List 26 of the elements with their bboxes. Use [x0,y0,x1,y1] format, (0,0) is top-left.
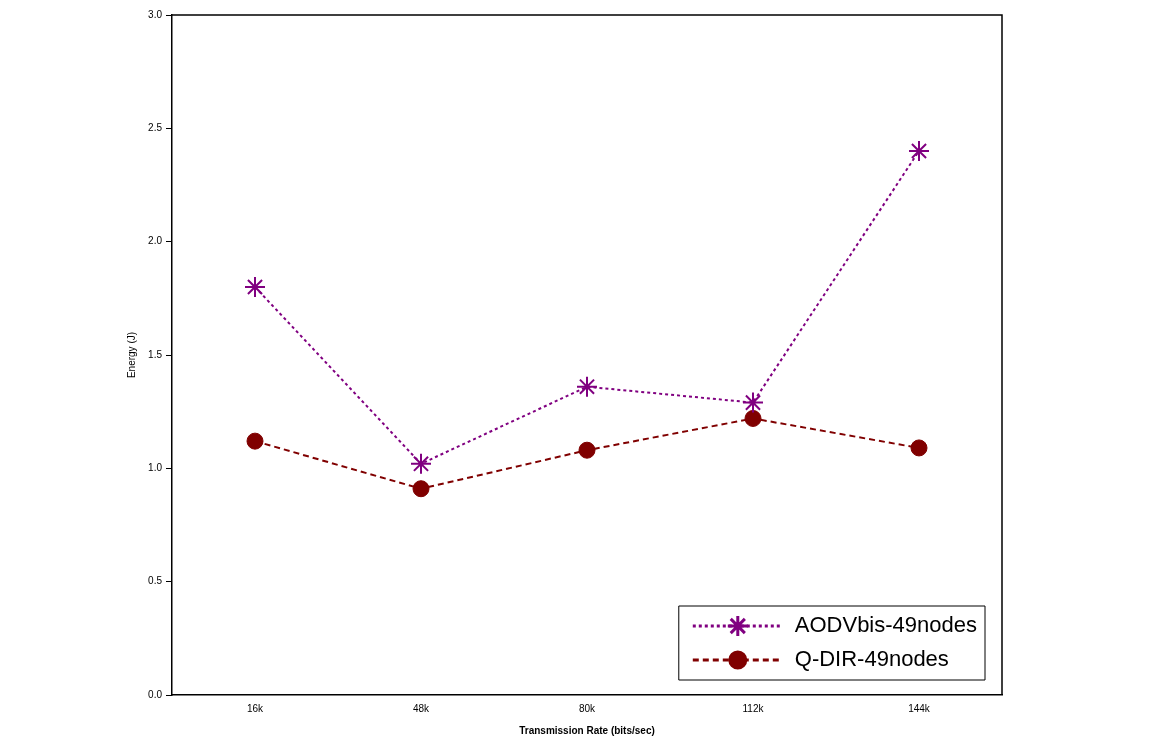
legend-label: Q-DIR-49nodes [794,646,949,672]
point [744,409,762,427]
y-tick-label: 2.0 [148,235,163,247]
point [410,452,432,475]
point [246,432,264,450]
x-tick-label: 80k [578,702,597,714]
y-axis-title: Energy (J) [125,331,137,379]
point [742,391,764,414]
y-tick-label: 2.5 [148,122,163,134]
point [412,480,430,498]
y-tick-label: 0.5 [148,575,163,587]
point [576,375,598,398]
point [910,439,928,457]
point [908,140,930,162]
y-tick-label: 1.5 [148,348,163,360]
x-tick-label: 112k [742,702,765,714]
y-tick-label: 3.0 [148,8,163,20]
x-axis-title: Transmission Rate (bits/sec) [519,724,655,736]
y-tick-label: 0.0 [148,688,163,700]
point [244,276,266,298]
point [578,441,596,459]
legend-label: AODVbis-49nodes [794,612,978,638]
x-tick-label: 144k [908,702,931,714]
x-tick-label: 48k [412,702,431,714]
y-tick-label: 1.0 [148,462,163,474]
x-tick-label: 16k [246,702,265,714]
